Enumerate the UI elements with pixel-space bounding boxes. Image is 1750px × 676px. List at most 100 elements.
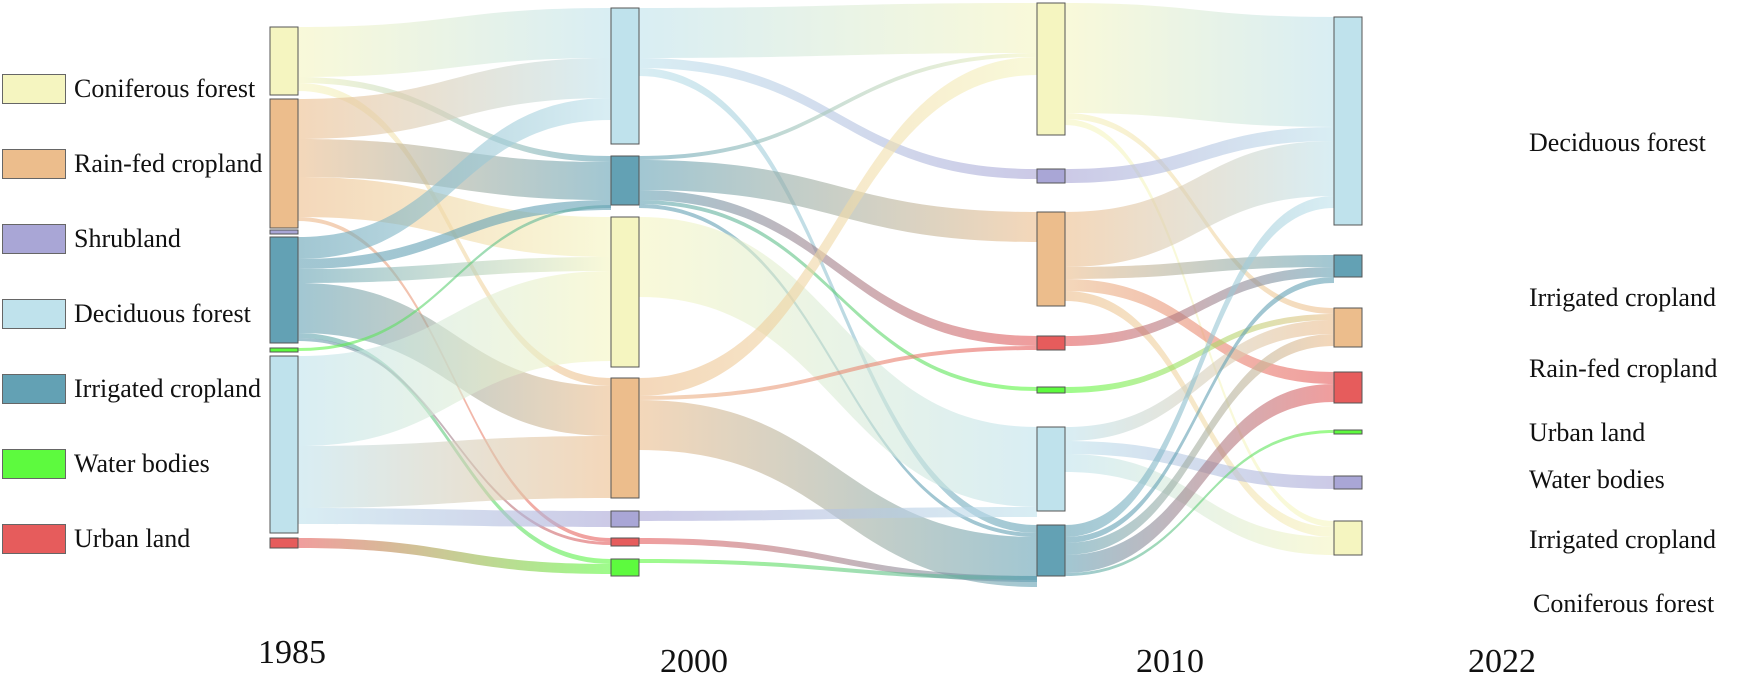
legend-label: Coniferous forest [74,74,256,103]
node-c00 [610,216,640,368]
node-u22 [1333,371,1363,404]
flow-d85-to-s00 [298,508,611,527]
flow-d00-to-i10 [639,68,1037,533]
flow-i85-to-i00 [298,200,611,269]
year-label-2010: 2010 [1136,643,1204,676]
node-w22 [1333,429,1363,435]
right-label-deciduous-forest: Deciduous forest [1529,128,1707,157]
flow-c85-to-i00 [298,77,611,162]
flow-u00-to-i10 [639,538,1037,582]
legend-swatch [2,449,66,479]
flow-i10-to-r22 [1065,334,1334,555]
flow-c10-to-c22 [1065,119,1334,527]
node-d10 [1036,426,1066,512]
flow-d00-to-s10 [639,58,1037,179]
legend-swatch [2,224,66,254]
flow-u85-to-w00 [298,538,611,574]
flow-r10-to-d22 [1065,141,1334,267]
flow-d10-to-s22 [1065,441,1334,489]
legend-swatch [2,74,66,104]
labels-layer: 1985 2000 2010 2022 Deciduous forest Irr… [258,128,1717,676]
flow-i10-to-w22 [1065,430,1334,576]
flow-i00-to-w10 [639,200,1037,391]
legend-label: Deciduous forest [74,299,251,328]
legend-label: Urban land [74,524,191,553]
legend-label: Rain-fed cropland [74,149,263,178]
node-c85 [269,26,299,96]
right-label-rain-fed-cropland: Rain-fed cropland [1529,354,1717,383]
year-label-2022: 2022 [1468,643,1536,676]
flow-w85-to-i00 [298,205,611,351]
legend-label: Water bodies [74,449,210,478]
node-r22 [1333,307,1363,348]
node-d22 [1333,16,1363,226]
flow-d10-to-r22 [1065,320,1334,441]
legend-swatch [2,299,66,329]
flow-r00-to-i10 [639,400,1037,587]
right-label-irrigated-cropland-2: Irrigated cropland [1529,525,1716,554]
node-w10 [1036,386,1066,394]
legend-item-urban-land: Urban land [2,522,302,556]
flow-s00-to-d10 [639,507,1037,521]
flow-u10-to-i22 [1065,267,1334,346]
legend-label: Shrubland [74,224,181,253]
year-label-2000: 2000 [660,643,728,676]
flow-d85-to-c00 [298,271,611,446]
node-w85 [269,347,299,353]
node-s00 [610,510,640,528]
flow-c85-to-d00 [298,8,611,77]
node-w00 [610,558,640,577]
flow-w10-to-r22 [1065,314,1334,393]
legend-item-shrubland: Shrubland [2,222,302,256]
legend-item-rain-fed-cropland: Rain-fed cropland [2,147,302,181]
flow-r85-to-d00 [298,58,611,139]
legend-item-coniferous-forest: Coniferous forest [2,72,302,106]
flow-c10-to-d22 [1065,3,1334,127]
node-u10 [1036,335,1066,351]
flow-i00-to-u10 [639,190,1037,346]
right-label-coniferous-forest: Coniferous forest [1533,589,1715,618]
node-c10 [1036,2,1066,136]
node-u00 [610,537,640,547]
node-i22 [1333,254,1363,278]
legend-item-water-bodies: Water bodies [2,447,302,481]
flow-r00-to-u10 [639,346,1037,400]
flow-i00-to-r10 [639,160,1037,242]
flow-w00-to-i10 [639,559,1037,580]
node-r85 [269,98,299,229]
legend-swatch [2,149,66,179]
flow-c00-to-d10 [639,217,1037,507]
flow-s10-to-d22 [1065,127,1334,183]
node-s22 [1333,475,1363,490]
flow-r10-to-c22 [1065,291,1334,537]
right-label-urban-land: Urban land [1529,418,1645,447]
node-i85 [269,236,299,344]
flow-i85-to-c00 [298,257,611,283]
nodes-layer [269,2,1363,577]
node-d00 [610,7,640,145]
flows-layer [298,3,1334,587]
flow-i10-to-i22 [1065,277,1334,543]
node-c22 [1333,520,1363,556]
node-d85 [269,355,299,534]
flow-r85-to-c00 [298,177,611,257]
node-r10 [1036,211,1066,307]
right-label-irrigated-cropland: Irrigated cropland [1529,283,1716,312]
flow-i10-to-u22 [1065,384,1334,573]
node-s85 [269,229,299,235]
flow-r10-to-i22 [1065,255,1334,279]
flow-i00-to-c10 [639,53,1037,160]
node-i10 [1036,524,1066,577]
legend-swatch [2,374,66,404]
flow-d85-to-r00 [298,436,611,508]
node-s10 [1036,168,1066,184]
flow-r10-to-u22 [1065,279,1334,384]
legend-item-irrigated-cropland: Irrigated cropland [2,372,302,406]
year-label-1985: 1985 [258,634,326,671]
flow-r00-to-c10 [639,57,1037,396]
node-i00 [610,155,640,206]
flow-d00-to-c10 [639,3,1037,58]
node-u85 [269,537,299,549]
legend-item-deciduous-forest: Deciduous forest [2,297,302,331]
